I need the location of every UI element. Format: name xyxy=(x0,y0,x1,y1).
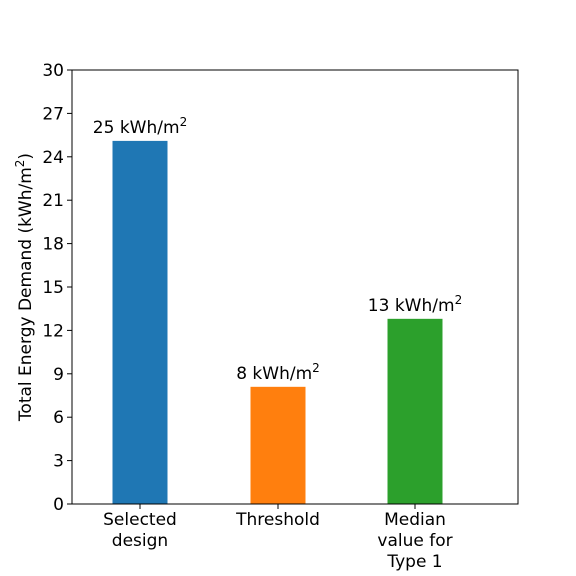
bar-0 xyxy=(112,140,168,505)
y-tick-label-6: 18 xyxy=(42,235,64,255)
y-axis-ticks: 0 3 6 9 12 15 18 21 24 27 30 xyxy=(42,61,72,515)
data-labels-group: 25 kWh/m2 8 kWh/m2 13 kWh/m2 xyxy=(93,115,462,384)
x-tick-label-0: Selected design xyxy=(103,510,177,551)
y-tick-label-1: 3 xyxy=(53,452,64,472)
y-axis-title: Total Energy Demand (kWh/m2) xyxy=(13,153,36,422)
y-axis-title-suffix: ) xyxy=(16,153,36,160)
data-label-2: 13 kWh/m2 xyxy=(368,293,462,316)
y-tick-label-7: 21 xyxy=(42,191,64,211)
y-tick-label-2: 6 xyxy=(53,408,64,428)
y-tick-label-8: 24 xyxy=(42,148,64,168)
x-tick-label-1: Threshold xyxy=(235,510,320,530)
y-tick-label-4: 12 xyxy=(42,321,64,341)
y-tick-label-5: 15 xyxy=(42,278,64,298)
data-label-1: 8 kWh/m2 xyxy=(236,361,320,384)
y-axis-title-main: Total Energy Demand (kWh/m xyxy=(16,167,36,422)
data-label-0: 25 kWh/m2 xyxy=(93,115,187,138)
x-tick-label-2: Median value for Type 1 xyxy=(377,510,452,572)
x-axis-ticks: Selected design Threshold Median value for Ty… xyxy=(103,504,453,572)
y-tick-label-0: 0 xyxy=(53,495,64,515)
y-tick-label-10: 30 xyxy=(42,61,64,81)
y-tick-label-9: 27 xyxy=(42,104,64,124)
y-axis-title-superscript: 2 xyxy=(13,160,27,168)
bar-2 xyxy=(387,318,443,504)
y-tick-label-3: 9 xyxy=(53,365,64,385)
plot-frame xyxy=(71,69,519,505)
bar-1 xyxy=(250,386,306,504)
bars-group xyxy=(112,140,443,505)
